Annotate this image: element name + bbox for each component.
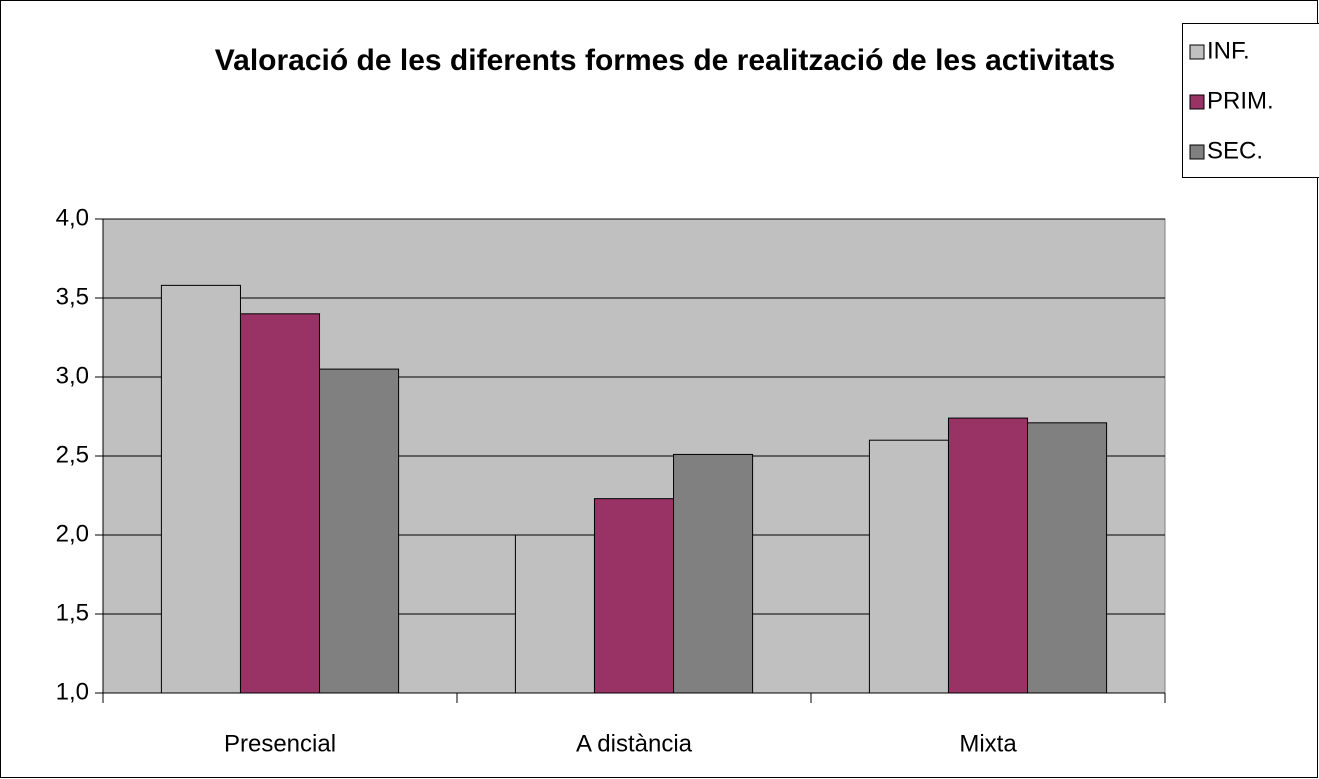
bar bbox=[1027, 422, 1108, 694]
bar bbox=[160, 284, 241, 694]
legend-swatch bbox=[1189, 144, 1205, 160]
bar bbox=[593, 498, 675, 694]
x-tick-label: Presencial bbox=[224, 730, 336, 757]
legend-label: INF. bbox=[1207, 37, 1250, 64]
bar bbox=[868, 439, 949, 694]
bar bbox=[514, 534, 595, 694]
bar bbox=[319, 368, 400, 694]
bar bbox=[673, 453, 754, 694]
y-tick-label: 1,0 bbox=[56, 678, 89, 705]
x-tick-label: Mixta bbox=[959, 730, 1017, 757]
chart-title: Valoració de les diferents formes de rea… bbox=[214, 44, 1116, 77]
y-tick-label: 4,0 bbox=[56, 204, 89, 231]
y-tick-label: 3,5 bbox=[56, 283, 89, 310]
legend-box bbox=[1182, 23, 1319, 178]
legend-label: SEC. bbox=[1207, 137, 1263, 164]
bar bbox=[239, 313, 321, 694]
bar bbox=[947, 417, 1029, 694]
y-tick-label: 2,5 bbox=[56, 441, 89, 468]
y-tick-label: 3,0 bbox=[56, 362, 89, 389]
legend-swatch bbox=[1189, 44, 1205, 60]
y-tick-label: 1,5 bbox=[56, 599, 89, 626]
y-tick-label: 2,0 bbox=[56, 520, 89, 547]
legend-label: PRIM. bbox=[1207, 87, 1274, 114]
x-tick-label: A distància bbox=[576, 730, 693, 757]
legend-swatch bbox=[1189, 94, 1205, 110]
